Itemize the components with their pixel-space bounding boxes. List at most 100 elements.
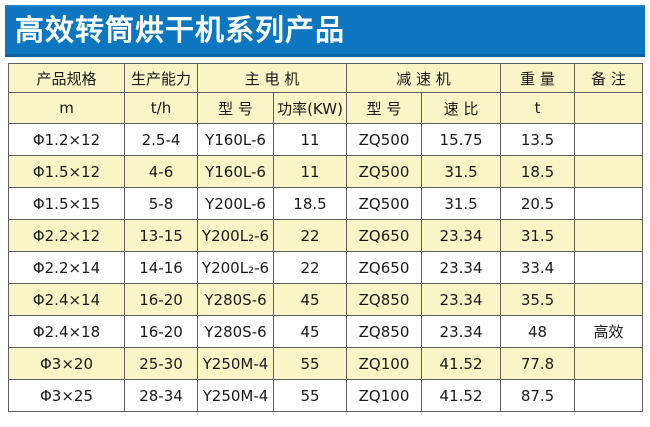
table-cell: 55 [272,347,348,380]
table-cell: ZQ850 [346,283,423,316]
table-cell: Y250M-4 [197,347,274,380]
table-cell: Φ2.4×14 [8,283,125,316]
table-cell: Y280S-6 [197,315,274,348]
unit-capacity-th: t/h [124,92,198,124]
table-cell: ZQ850 [346,315,423,348]
table-cell: Φ3×20 [8,347,125,380]
table-cell: 16-20 [124,315,198,348]
table-cell: Φ1.5×15 [8,187,125,220]
table-cell: 22 [272,251,348,284]
header-main-motor: 主 电 机 [196,63,348,93]
table-cell: ZQ500 [346,187,423,220]
table-cell: 41.52 [421,379,502,412]
table-cell: ZQ500 [346,155,423,188]
table-cell: 23.34 [421,315,502,348]
table-cell: 4-6 [124,155,198,188]
table-cell [574,347,644,380]
table-cell: 23.34 [421,219,502,252]
table-cell: 31.5 [421,155,502,188]
table-cell: 55 [272,379,348,412]
unit-spec-m: m [8,92,125,124]
table-cell: ZQ650 [346,219,423,252]
table-cell: 15.75 [421,123,502,156]
product-spec-table: 产品规格 生产能力 主 电 机 减 速 机 重 量 备 注 m t/h 型 号 … [8,63,644,412]
header-unit-row: m t/h 型 号 功率(KW) 型 号 速 比 t [8,92,644,124]
table-cell: 22 [272,219,348,252]
table-cell: 13.5 [500,123,576,156]
table-cell: 高效 [574,315,644,348]
table-cell: ZQ650 [346,251,423,284]
table-cell [574,283,644,316]
table-cell: 11 [272,155,348,188]
table-cell: 87.5 [500,379,576,412]
table-cell: Y200L₂-6 [197,251,274,284]
table-cell [574,187,644,220]
table-cell: 23.34 [421,283,502,316]
table-cell: 11 [272,123,348,156]
table-cell: Φ2.4×18 [8,315,125,348]
table-cell: Y160L-6 [197,155,274,188]
table-cell: 33.4 [500,251,576,284]
table-cell: 20.5 [500,187,576,220]
table-cell: 16-20 [124,283,198,316]
table-cell: 41.52 [421,347,502,380]
table-cell: Y200L-6 [197,187,274,220]
table-cell: 45 [272,283,348,316]
table-cell: Y280S-6 [197,283,274,316]
table-cell: Y160L-6 [197,123,274,156]
table-cell [574,155,644,188]
table-row: Φ2.4×18 16-20 Y280S-6 45 ZQ850 23.34 48 高效 [8,315,644,348]
page-title: 高效转筒烘干机系列产品 [15,13,346,47]
unit-remark-empty [574,92,644,124]
table-cell: 28-34 [124,379,198,412]
header-product-spec: 产品规格 [8,63,125,93]
header-weight: 重 量 [500,63,576,93]
unit-reducer-ratio: 速 比 [421,92,502,124]
header-reducer: 减 速 机 [346,63,502,93]
table-cell: 77.8 [500,347,576,380]
table-cell: 23.34 [421,251,502,284]
unit-motor-model: 型 号 [197,92,274,124]
table-cell: 5-8 [124,187,198,220]
header-group-row: 产品规格 生产能力 主 电 机 减 速 机 重 量 备 注 [8,63,644,93]
table-cell: Φ2.2×14 [8,251,125,284]
table-cell: Y200L₂-6 [197,219,274,252]
table-row: Φ3×25 28-34 Y250M-4 55 ZQ100 41.52 87.5 [8,379,644,412]
table-cell: ZQ100 [346,347,423,380]
table-row: Φ3×20 25-30 Y250M-4 55 ZQ100 41.52 77.8 [8,347,644,380]
table-cell [574,123,644,156]
table-row: Φ2.2×12 13-15 Y200L₂-6 22 ZQ650 23.34 31.5 [8,219,644,252]
table-cell: Y250M-4 [197,379,274,412]
unit-reducer-model: 型 号 [346,92,423,124]
page-title-bar: 高效转筒烘干机系列产品 [5,5,645,57]
table-cell: Φ2.2×12 [8,219,125,252]
table-row: Φ2.4×14 16-20 Y280S-6 45 ZQ850 23.34 35.5 [8,283,644,316]
table-cell [574,219,644,252]
table-row: Φ1.5×15 5-8 Y200L-6 18.5 ZQ500 31.5 20.5 [8,187,644,220]
header-remark: 备 注 [574,63,644,93]
unit-weight-t: t [500,92,576,124]
table-cell: 25-30 [124,347,198,380]
header-capacity: 生产能力 [124,63,198,93]
table-cell: 18.5 [272,187,348,220]
table-cell: 31.5 [500,219,576,252]
table-row: Φ1.5×12 4-6 Y160L-6 11 ZQ500 31.5 18.5 [8,155,644,188]
table-cell: ZQ500 [346,123,423,156]
table-cell: 35.5 [500,283,576,316]
table-cell: 13-15 [124,219,198,252]
unit-motor-power: 功率(KW) [272,92,348,124]
table-cell: 48 [500,315,576,348]
table-cell: 31.5 [421,187,502,220]
table-row: Φ1.2×12 2.5-4 Y160L-6 11 ZQ500 15.75 13.5 [8,123,644,156]
table-cell: 14-16 [124,251,198,284]
table-cell [574,379,644,412]
table-cell: ZQ100 [346,379,423,412]
table-row: Φ2.2×14 14-16 Y200L₂-6 22 ZQ650 23.34 33.4 [8,251,644,284]
table-cell: 18.5 [500,155,576,188]
table-cell: 2.5-4 [124,123,198,156]
table-cell [574,251,644,284]
table-cell: Φ1.2×12 [8,123,125,156]
table-cell: Φ1.5×12 [8,155,125,188]
table-cell: Φ3×25 [8,379,125,412]
table-cell: 45 [272,315,348,348]
